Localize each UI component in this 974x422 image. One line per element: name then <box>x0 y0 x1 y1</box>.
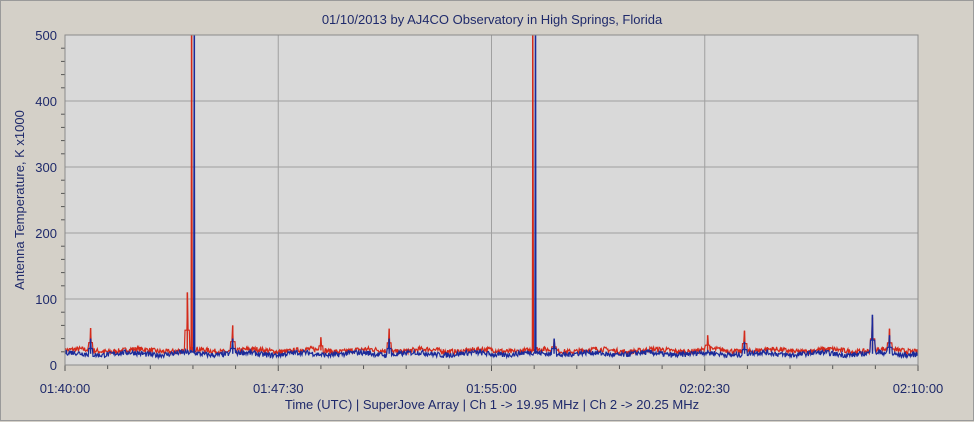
y-tick-label: 100 <box>35 292 57 307</box>
y-tick-labels: 0 100 200 300 400 500 <box>35 28 57 373</box>
series-line-ch-1 <box>64 34 919 357</box>
x-tick-label: 01:47:30 <box>253 381 304 396</box>
y-tick-label: 500 <box>35 28 57 43</box>
x-tick-labels: 01:40:00 01:47:30 01:55:00 02:02:30 02:10:00 <box>40 381 944 396</box>
x-tick-label: 01:55:00 <box>466 381 517 396</box>
plot-border <box>64 34 919 366</box>
y-axis-label: Antenna Temperature, K x1000 <box>12 110 27 290</box>
x-tick-label: 01:40:00 <box>40 381 91 396</box>
x-tick-label: 02:10:00 <box>893 381 944 396</box>
y-tick-label: 400 <box>35 94 57 109</box>
y-tick-label: 200 <box>35 226 57 241</box>
y-tick-label: 300 <box>35 160 57 175</box>
x-axis-label: Time (UTC) | SuperJove Array | Ch 1 -> 1… <box>285 397 699 412</box>
chart-title: 01/10/2013 by AJ4CO Observatory in High … <box>322 12 663 27</box>
series-layer <box>64 34 919 366</box>
y-tick-label: 0 <box>50 358 57 373</box>
series-line-ch-2 <box>64 34 919 360</box>
x-tick-label: 02:02:30 <box>679 381 730 396</box>
minor-ticks <box>61 47 919 371</box>
